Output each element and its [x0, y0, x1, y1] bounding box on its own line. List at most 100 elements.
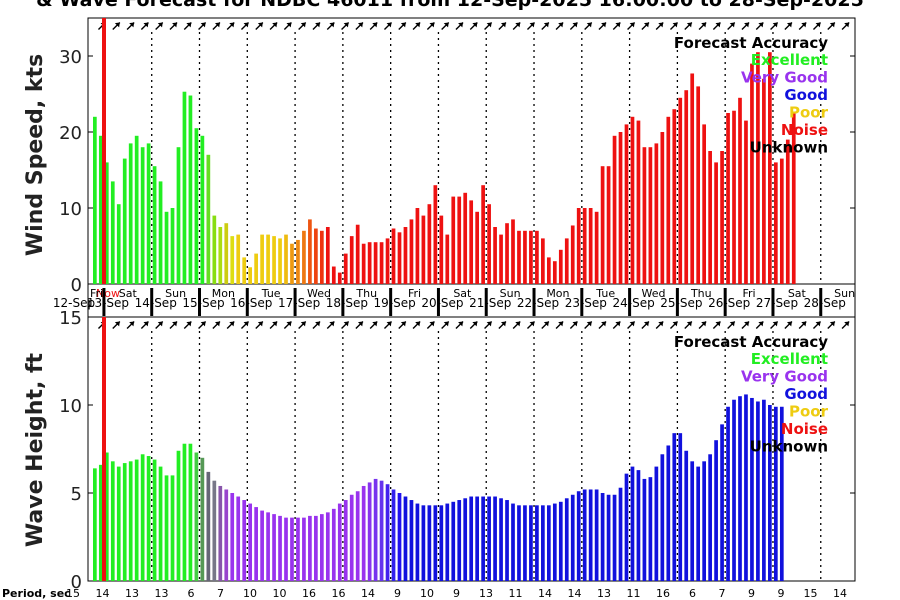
arrow-head	[143, 22, 149, 28]
data-bar	[546, 257, 551, 284]
data-bar	[367, 482, 372, 581]
data-bar	[409, 219, 414, 284]
arrow-head	[172, 321, 178, 327]
data-bar	[104, 452, 109, 581]
arrow-head	[257, 321, 263, 327]
day-name: Fri	[408, 287, 421, 300]
data-bar	[224, 223, 229, 284]
direction-arrow	[255, 21, 264, 31]
data-bar	[732, 110, 736, 284]
day-marker	[150, 288, 154, 316]
period-value: 16	[656, 587, 670, 600]
data-bar	[266, 234, 270, 284]
arrow-head	[286, 22, 292, 28]
data-bar	[93, 468, 97, 581]
day-name: Wed	[307, 287, 331, 300]
day-marker	[675, 288, 679, 316]
data-bar	[403, 227, 408, 284]
direction-arrow	[727, 21, 736, 31]
y-tick-label: 10	[59, 396, 82, 417]
arrow-head	[701, 321, 707, 327]
period-value: 15	[804, 587, 818, 600]
period-value: 14	[361, 587, 375, 600]
data-bar	[505, 500, 509, 581]
data-bar	[409, 500, 414, 581]
data-bar	[254, 507, 258, 581]
data-bar	[660, 132, 665, 284]
legend-item: Excellent	[751, 350, 828, 368]
arrow-head	[500, 321, 506, 327]
data-bar	[218, 227, 223, 284]
arrow-head	[486, 321, 492, 327]
data-bar	[134, 135, 139, 284]
direction-arrow	[226, 21, 235, 31]
data-bar	[445, 503, 450, 581]
direction-arrow	[526, 320, 536, 330]
legend-title: Forecast Accuracy	[674, 34, 828, 52]
day-marker	[102, 288, 106, 316]
data-bar	[319, 514, 324, 581]
data-bar	[576, 208, 581, 284]
data-bar	[684, 90, 689, 284]
data-bar	[433, 505, 438, 581]
data-bar	[290, 243, 294, 284]
arrow-head	[329, 22, 335, 28]
day-date: 25-Sep	[660, 296, 702, 310]
period-value: 10	[420, 587, 434, 600]
direction-arrow	[426, 320, 435, 330]
period-value: 14	[568, 587, 582, 600]
data-bar	[606, 494, 611, 581]
data-bar	[451, 196, 456, 284]
data-bar	[421, 505, 426, 581]
direction-arrow	[441, 320, 450, 330]
direction-arrow	[827, 21, 836, 31]
direction-arrow	[226, 320, 235, 330]
data-bar	[439, 215, 444, 284]
arrow-head	[443, 22, 449, 28]
data-bar	[785, 139, 790, 284]
data-bar	[445, 234, 450, 284]
data-bar	[511, 219, 515, 284]
arrow-head	[143, 321, 149, 327]
arrow-head	[272, 22, 278, 28]
data-bar	[570, 494, 575, 581]
data-bar	[457, 196, 462, 284]
direction-arrow	[198, 320, 207, 330]
arrow-head	[357, 321, 363, 327]
data-bar	[541, 238, 545, 284]
data-bar	[128, 143, 133, 284]
period-value: 11	[627, 587, 641, 600]
period-row: 15 14 13 13 6 7 10 10 16 16 14 9 10 9 13 11 14 14 13 11 16 6 7…	[66, 587, 847, 600]
data-bar	[385, 238, 390, 284]
data-bar	[296, 517, 300, 581]
arrow-head	[315, 22, 321, 28]
data-bar	[182, 443, 187, 581]
data-bar	[750, 397, 754, 581]
data-bar	[343, 500, 348, 581]
day-marker	[819, 288, 823, 316]
arrow-head	[543, 321, 549, 327]
arrow-head	[229, 22, 235, 28]
direction-arrow	[212, 21, 221, 31]
direction-arrow	[240, 320, 250, 330]
direction-arrow	[341, 320, 350, 330]
data-bar	[475, 496, 480, 581]
direction-arrow	[398, 320, 407, 330]
data-bar	[218, 485, 223, 581]
period-value: 14	[833, 587, 847, 600]
direction-arrow	[798, 320, 807, 330]
data-bar	[331, 508, 336, 581]
arrow-head	[472, 22, 478, 28]
arrow-head	[486, 22, 492, 28]
day-date: 16-Sep	[230, 296, 272, 310]
direction-arrow	[627, 320, 636, 330]
y-tick-label: 0	[71, 275, 82, 296]
direction-arrow	[669, 320, 679, 330]
data-bar	[768, 52, 772, 285]
data-bar	[720, 424, 724, 581]
direction-arrow	[569, 21, 578, 31]
data-bar	[308, 515, 312, 581]
data-bar	[140, 147, 145, 284]
day-date: 24-Sep	[612, 296, 654, 310]
